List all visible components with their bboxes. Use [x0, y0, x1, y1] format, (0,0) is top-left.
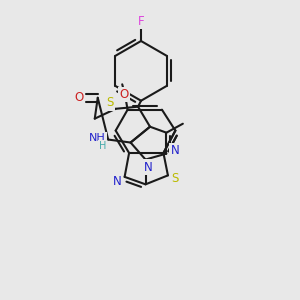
- Text: N: N: [113, 175, 122, 188]
- Text: H: H: [98, 140, 106, 151]
- Text: F: F: [138, 15, 144, 28]
- Text: S: S: [172, 172, 179, 185]
- Text: N: N: [170, 144, 179, 157]
- Text: O: O: [74, 91, 84, 104]
- Text: N: N: [143, 160, 152, 173]
- Text: S: S: [106, 96, 113, 109]
- Text: O: O: [119, 88, 128, 101]
- Text: NH: NH: [89, 133, 106, 143]
